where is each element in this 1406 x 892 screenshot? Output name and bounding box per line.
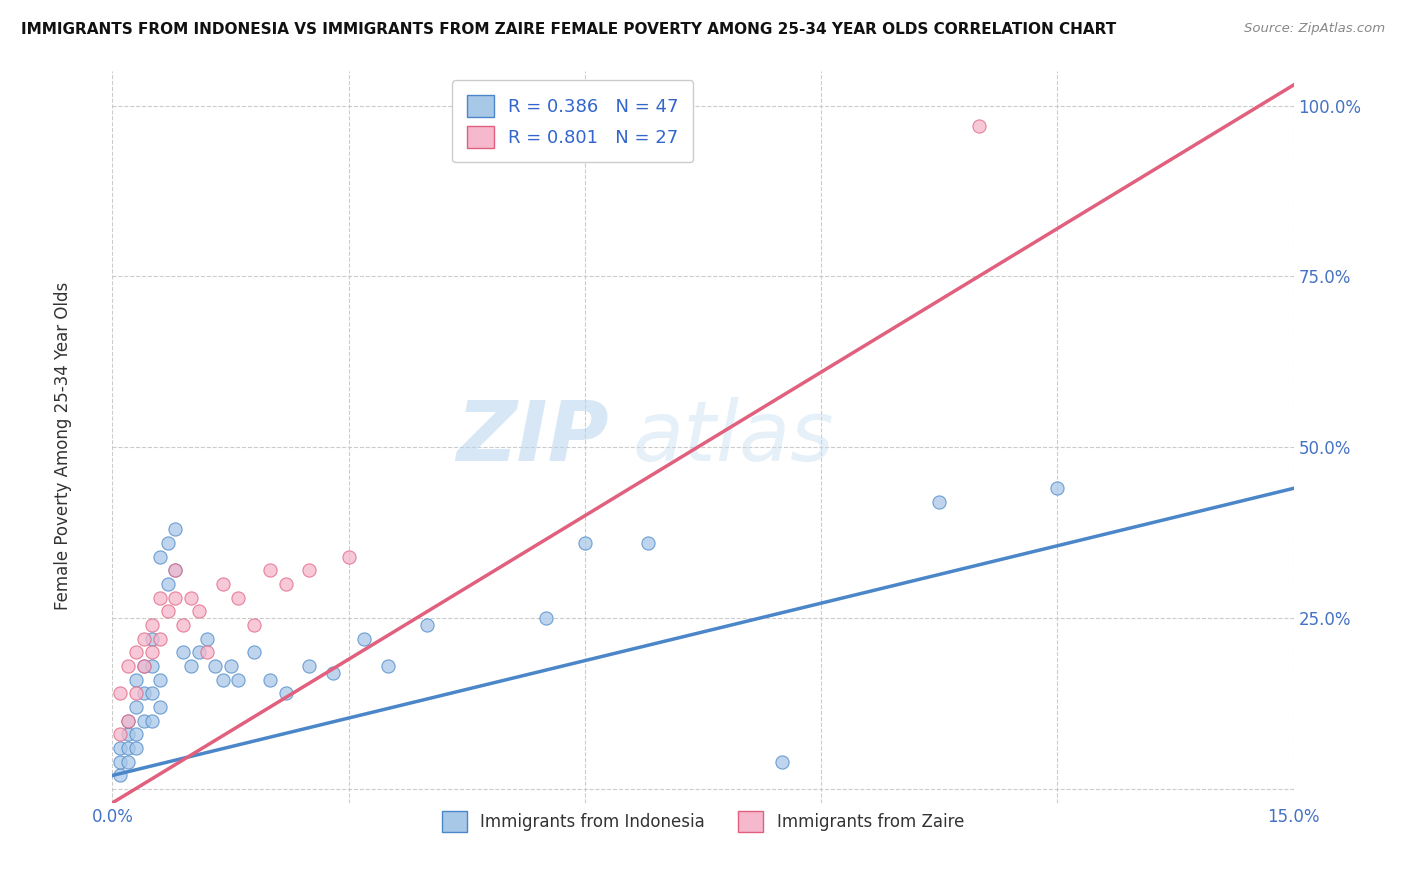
Point (172, 645, 194, 659)
Point (298, 659, 321, 673)
Text: Female Poverty Among 25-34 Year Olds: Female Poverty Among 25-34 Year Olds (55, 282, 72, 610)
Legend: Immigrants from Indonesia, Immigrants from Zaire: Immigrants from Indonesia, Immigrants fr… (436, 805, 970, 838)
Text: atlas: atlas (633, 397, 834, 477)
Point (110, 727, 132, 741)
Point (637, 536, 659, 550)
Text: Source: ZipAtlas.com: Source: ZipAtlas.com (1244, 22, 1385, 36)
Point (195, 632, 218, 646)
Point (149, 591, 172, 605)
Point (353, 632, 375, 646)
Point (165, 522, 187, 536)
Point (149, 700, 172, 714)
Point (211, 577, 233, 591)
Point (770, 755, 793, 769)
Point (337, 549, 360, 564)
Point (149, 549, 172, 564)
Point (141, 645, 163, 659)
Point (298, 563, 321, 577)
Point (534, 611, 557, 625)
Point (195, 645, 218, 659)
Point (574, 536, 596, 550)
Point (219, 659, 242, 673)
Point (132, 714, 155, 728)
Point (1046, 481, 1069, 495)
Point (117, 714, 139, 728)
Point (180, 659, 202, 673)
Point (141, 659, 163, 673)
Point (228, 673, 250, 687)
Point (259, 673, 281, 687)
Point (141, 714, 163, 728)
Point (125, 686, 148, 700)
Text: IMMIGRANTS FROM INDONESIA VS IMMIGRANTS FROM ZAIRE FEMALE POVERTY AMONG 25-34 YE: IMMIGRANTS FROM INDONESIA VS IMMIGRANTS … (21, 22, 1116, 37)
Point (188, 645, 211, 659)
Point (243, 645, 266, 659)
Point (132, 686, 155, 700)
Point (156, 536, 179, 550)
Point (125, 645, 148, 659)
Point (117, 659, 139, 673)
Point (156, 604, 179, 618)
Point (125, 700, 148, 714)
Point (180, 591, 202, 605)
Point (259, 563, 281, 577)
Point (117, 727, 139, 741)
Point (110, 768, 132, 782)
Point (149, 673, 172, 687)
Point (110, 741, 132, 756)
Point (117, 714, 139, 728)
Point (132, 659, 155, 673)
Point (211, 673, 233, 687)
Point (117, 741, 139, 756)
Point (172, 618, 194, 632)
Point (274, 686, 297, 700)
Point (110, 686, 132, 700)
Point (125, 673, 148, 687)
Point (322, 665, 344, 680)
Point (141, 686, 163, 700)
Point (141, 618, 163, 632)
Point (928, 495, 950, 509)
Point (188, 604, 211, 618)
Point (117, 755, 139, 769)
Point (165, 563, 187, 577)
Point (274, 577, 297, 591)
Point (228, 591, 250, 605)
Point (165, 591, 187, 605)
Point (132, 632, 155, 646)
Point (204, 659, 226, 673)
Point (125, 727, 148, 741)
Point (165, 563, 187, 577)
Point (125, 741, 148, 756)
Point (149, 632, 172, 646)
Text: ZIP: ZIP (456, 397, 609, 477)
Point (156, 577, 179, 591)
Point (141, 632, 163, 646)
Point (132, 659, 155, 673)
Point (377, 659, 399, 673)
Point (243, 618, 266, 632)
Point (110, 755, 132, 769)
Point (416, 618, 439, 632)
Point (967, 119, 990, 133)
